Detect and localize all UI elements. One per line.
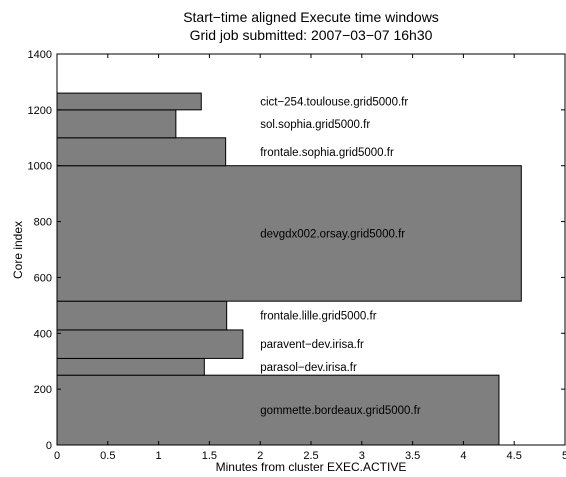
bar-4 bbox=[56, 165, 522, 302]
bar-label-6: sol.sophia.grid5000.fr bbox=[260, 119, 370, 131]
bar-label-3: frontale.lille.grid5000.fr bbox=[260, 311, 377, 323]
bar-label-2: paravent−dev.irisa.fr bbox=[260, 339, 364, 351]
y-axis-label: Core index bbox=[11, 221, 25, 279]
bars-layer bbox=[56, 92, 522, 446]
x-tick-label: 1.5 bbox=[202, 450, 217, 462]
y-tick-label: 200 bbox=[34, 384, 52, 396]
x-axis-label: Minutes from cluster EXEC.ACTIVE bbox=[216, 460, 407, 474]
y-tick-label: 0 bbox=[46, 440, 52, 452]
bar-label-7: cict−254.toulouse.grid5000.fr bbox=[260, 96, 408, 108]
x-tick-label: 2 bbox=[257, 450, 263, 462]
y-tick-label: 400 bbox=[34, 328, 52, 340]
ticks-layer: 0 0.5 1 1.5 2 2.5 3 3.5 4 4.5 5 0 200 400 600 800 1000 12… bbox=[28, 49, 566, 462]
bar-label-0: gommette.bordeaux.grid5000.fr bbox=[260, 405, 421, 417]
x-tick-label: 4.5 bbox=[507, 450, 522, 462]
bar-2 bbox=[56, 329, 244, 359]
x-tick-label: 3 bbox=[359, 450, 365, 462]
chart-subtitle: Grid job submitted: 2007−03−07 16h30 bbox=[190, 27, 433, 43]
bar-6 bbox=[56, 109, 177, 139]
bar-5 bbox=[56, 137, 227, 167]
bar-label-5: frontale.sophia.grid5000.fr bbox=[260, 147, 394, 159]
y-tick-label: 800 bbox=[34, 217, 52, 229]
bar-label-4: devgdx002.orsay.grid5000.fr bbox=[260, 228, 405, 240]
x-tick-label: 0.5 bbox=[100, 450, 115, 462]
bar-label-1: parasol−dev.irisa.fr bbox=[260, 362, 357, 374]
chart-title: Start−time aligned Execute time windows bbox=[183, 9, 439, 25]
x-tick-label: 4 bbox=[460, 450, 466, 462]
x-tick-label: 5 bbox=[562, 450, 566, 462]
x-tick-label: 1 bbox=[156, 450, 162, 462]
bar-labels-layer: gommette.bordeaux.grid5000.fr parasol−dev… bbox=[260, 96, 421, 417]
y-tick-label: 600 bbox=[34, 272, 52, 284]
bar-1 bbox=[56, 357, 205, 376]
bar-3 bbox=[56, 300, 228, 331]
bar-0 bbox=[56, 374, 500, 446]
y-tick-label: 1200 bbox=[28, 105, 52, 117]
bar-7 bbox=[56, 92, 202, 111]
y-tick-label: 1400 bbox=[28, 49, 52, 61]
x-tick-label: 0 bbox=[54, 450, 60, 462]
y-tick-label: 1000 bbox=[28, 161, 52, 173]
x-tick-label: 2.5 bbox=[303, 450, 318, 462]
x-tick-label: 3.5 bbox=[405, 450, 420, 462]
